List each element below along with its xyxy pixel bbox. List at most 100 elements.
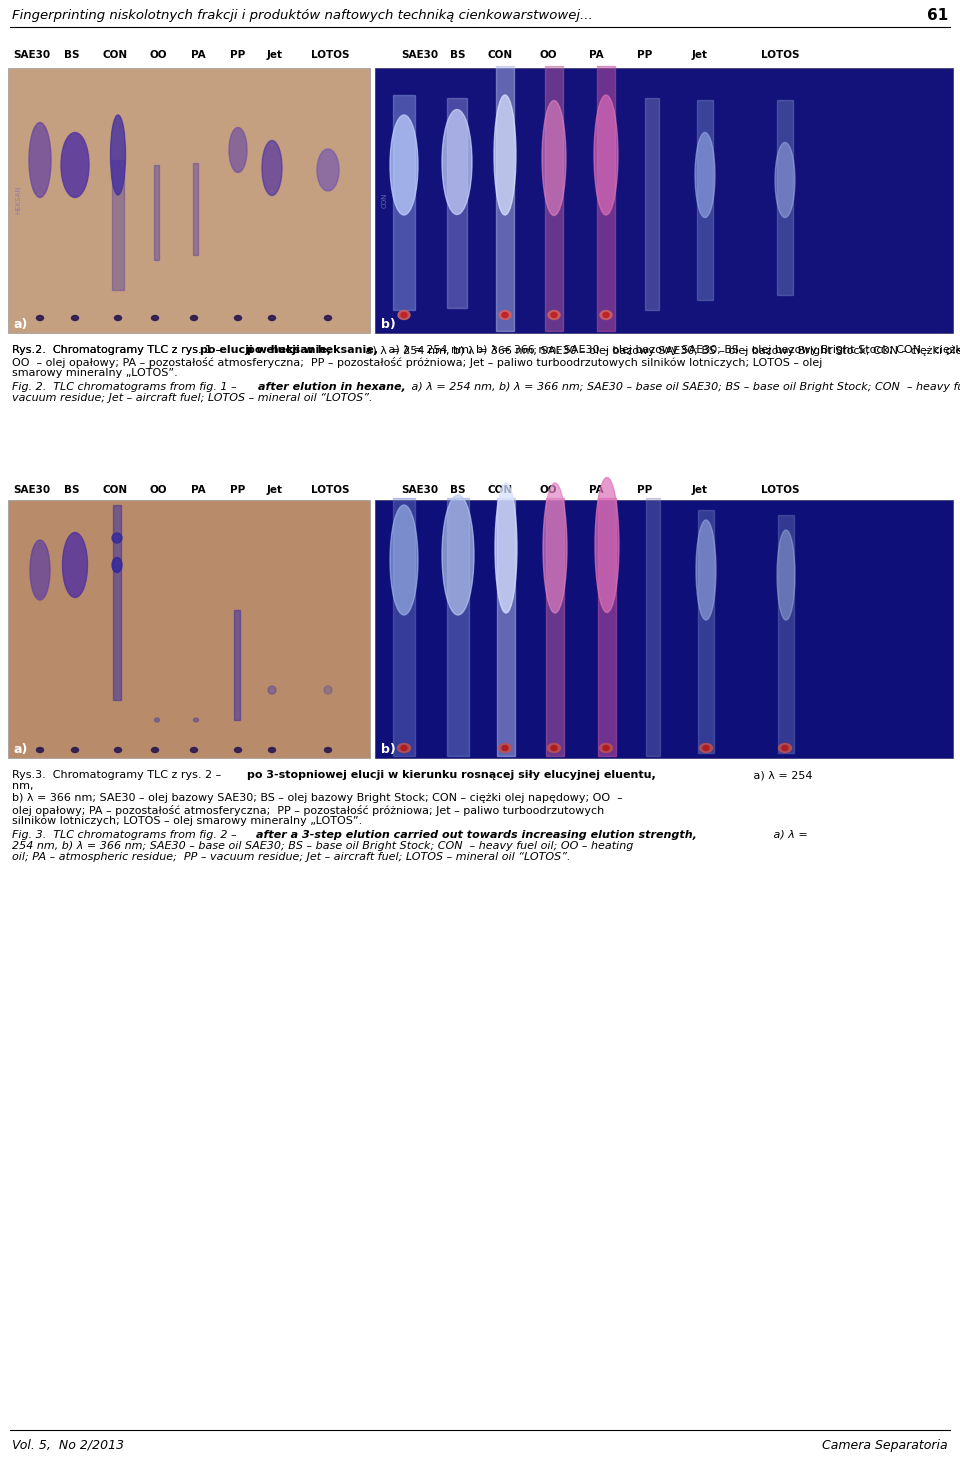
Text: CON: CON	[103, 486, 128, 494]
Ellipse shape	[401, 313, 407, 317]
Ellipse shape	[551, 746, 557, 751]
Ellipse shape	[600, 310, 612, 319]
Ellipse shape	[495, 483, 517, 613]
Text: OO: OO	[540, 486, 557, 494]
Ellipse shape	[595, 477, 619, 613]
Bar	[112, 159, 124, 290]
Text: OO  – olej opałowy; PA – pozostałość atmosferyczna;  PP – pozostałość próżniowa;: OO – olej opałowy; PA – pozostałość atmo…	[12, 357, 823, 367]
Text: 254 nm, b) λ = 366 nm; SAE30 – base oil SAE30; BS – base oil Bright Stock; CON  : 254 nm, b) λ = 366 nm; SAE30 – base oil …	[12, 841, 634, 851]
Text: Jet: Jet	[692, 486, 708, 494]
Text: LOTOS: LOTOS	[760, 486, 800, 494]
Ellipse shape	[498, 743, 512, 752]
Text: LOTOS: LOTOS	[311, 486, 349, 494]
Ellipse shape	[262, 140, 282, 196]
Ellipse shape	[229, 127, 247, 173]
Ellipse shape	[695, 133, 715, 218]
Ellipse shape	[603, 746, 609, 751]
Bar	[778, 515, 794, 753]
Text: SAE30: SAE30	[401, 486, 439, 494]
Ellipse shape	[317, 149, 339, 192]
Bar	[546, 497, 564, 756]
Ellipse shape	[548, 310, 560, 319]
Bar	[697, 99, 713, 300]
Text: b) λ = 366 nm; SAE30 – olej bazowy SAE30; BS – olej bazowy Bright Stock; CON – c: b) λ = 366 nm; SAE30 – olej bazowy SAE30…	[12, 793, 623, 803]
Ellipse shape	[269, 748, 276, 752]
Ellipse shape	[29, 123, 51, 198]
Ellipse shape	[703, 746, 709, 751]
Ellipse shape	[401, 746, 407, 751]
Text: BS: BS	[64, 50, 80, 60]
Text: CON: CON	[488, 50, 513, 60]
Text: PP: PP	[230, 486, 246, 494]
Text: BS: BS	[64, 486, 80, 494]
Text: LOTOS: LOTOS	[311, 50, 349, 60]
Ellipse shape	[543, 483, 567, 613]
Ellipse shape	[542, 101, 566, 215]
Bar	[496, 66, 514, 331]
Text: Camera Separatoria: Camera Separatoria	[823, 1438, 948, 1451]
Text: CON: CON	[488, 486, 513, 494]
Text: CON: CON	[382, 192, 388, 208]
Text: SAE30: SAE30	[401, 50, 439, 60]
Ellipse shape	[61, 133, 89, 198]
Text: Rys.2.  Chromatogramy TLC z rys. 1 –: Rys.2. Chromatogramy TLC z rys. 1 –	[12, 345, 225, 356]
Text: b): b)	[381, 317, 396, 331]
Ellipse shape	[398, 310, 410, 319]
Text: SAE30: SAE30	[13, 486, 51, 494]
Text: po 3-stopniowej elucji w kierunku rosnącej siły elucyjnej eluentu,: po 3-stopniowej elucji w kierunku rosnąc…	[247, 770, 656, 780]
Ellipse shape	[30, 540, 50, 600]
Ellipse shape	[112, 557, 122, 572]
Ellipse shape	[442, 494, 474, 614]
Text: PP: PP	[637, 486, 653, 494]
Bar	[8, 67, 370, 334]
Ellipse shape	[782, 746, 788, 751]
Ellipse shape	[779, 743, 791, 752]
Ellipse shape	[494, 95, 516, 215]
Bar	[698, 511, 714, 753]
Ellipse shape	[190, 748, 198, 752]
Ellipse shape	[36, 316, 43, 320]
Text: a) λ =: a) λ =	[770, 830, 807, 840]
Ellipse shape	[114, 316, 122, 320]
Bar	[545, 66, 563, 331]
Ellipse shape	[547, 743, 561, 752]
Text: Fig. 3.  TLC chromatograms from fig. 2 –: Fig. 3. TLC chromatograms from fig. 2 –	[12, 830, 240, 840]
Text: olej opałowy; PA – pozostałość atmosferyczna;  PP – pozostałość próżniowa; Jet –: olej opałowy; PA – pozostałość atmosfery…	[12, 805, 604, 815]
Text: HEKSAN: HEKSAN	[15, 186, 21, 214]
Ellipse shape	[324, 316, 331, 320]
Text: SAE30: SAE30	[13, 50, 51, 60]
Text: PA: PA	[588, 50, 603, 60]
Text: BS: BS	[450, 486, 466, 494]
Bar	[154, 165, 159, 260]
Ellipse shape	[234, 316, 242, 320]
Text: BS: BS	[450, 50, 466, 60]
Text: OO: OO	[149, 486, 167, 494]
Ellipse shape	[71, 316, 79, 320]
Text: CON: CON	[103, 50, 128, 60]
Text: 61: 61	[926, 7, 948, 22]
Text: a): a)	[14, 317, 29, 331]
Text: Jet: Jet	[267, 486, 283, 494]
Bar	[597, 66, 615, 331]
Text: vacuum residue; Jet – aircraft fuel; LOTOS – mineral oil “LOTOS”.: vacuum residue; Jet – aircraft fuel; LOT…	[12, 394, 372, 402]
Text: po elucji w heksanie,: po elucji w heksanie,	[247, 345, 378, 356]
Text: Fingerprinting niskolotnych frakcji i produktów naftowych techniką cienkowarstwo: Fingerprinting niskolotnych frakcji i pr…	[12, 9, 592, 22]
Ellipse shape	[775, 142, 795, 218]
Text: oil; PA – atmospheric residue;  PP – vacuum residue; Jet – aircraft fuel; LOTOS : oil; PA – atmospheric residue; PP – vacu…	[12, 853, 570, 863]
Text: PA: PA	[191, 486, 205, 494]
Text: b): b)	[381, 743, 396, 756]
Text: PP: PP	[230, 50, 246, 60]
Text: Rys.3.  Chromatogramy TLC z rys. 2 –: Rys.3. Chromatogramy TLC z rys. 2 –	[12, 770, 225, 780]
Ellipse shape	[268, 686, 276, 693]
Text: PA: PA	[588, 486, 603, 494]
Bar	[447, 98, 467, 309]
Ellipse shape	[324, 686, 332, 693]
Text: a): a)	[14, 743, 29, 756]
Bar	[234, 610, 240, 720]
Text: smarowy mineralny „LOTOS”.: smarowy mineralny „LOTOS”.	[12, 369, 178, 377]
Ellipse shape	[36, 748, 43, 752]
Ellipse shape	[190, 316, 198, 320]
Bar	[646, 497, 660, 756]
Ellipse shape	[194, 718, 199, 723]
Text: po elucji w heksanie,: po elucji w heksanie,	[200, 345, 331, 356]
